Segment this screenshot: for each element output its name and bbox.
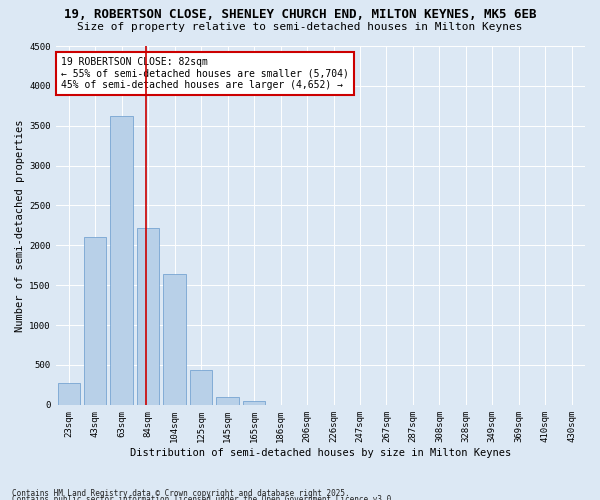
Bar	[217, 398, 239, 405]
Bar	[84, 238, 106, 405]
Text: Contains HM Land Registry data © Crown copyright and database right 2025.: Contains HM Land Registry data © Crown c…	[12, 488, 350, 498]
Y-axis label: Number of semi-detached properties: Number of semi-detached properties	[15, 119, 25, 332]
Bar	[163, 274, 186, 405]
Text: Size of property relative to semi-detached houses in Milton Keynes: Size of property relative to semi-detach…	[77, 22, 523, 32]
Bar	[58, 382, 80, 405]
Bar	[243, 401, 265, 405]
Bar	[110, 116, 133, 405]
Bar	[190, 370, 212, 405]
X-axis label: Distribution of semi-detached houses by size in Milton Keynes: Distribution of semi-detached houses by …	[130, 448, 511, 458]
Bar	[137, 228, 160, 405]
Text: 19 ROBERTSON CLOSE: 82sqm
← 55% of semi-detached houses are smaller (5,704)
45% : 19 ROBERTSON CLOSE: 82sqm ← 55% of semi-…	[61, 57, 349, 90]
Text: Contains public sector information licensed under the Open Government Licence v3: Contains public sector information licen…	[12, 495, 396, 500]
Text: 19, ROBERTSON CLOSE, SHENLEY CHURCH END, MILTON KEYNES, MK5 6EB: 19, ROBERTSON CLOSE, SHENLEY CHURCH END,…	[64, 8, 536, 20]
